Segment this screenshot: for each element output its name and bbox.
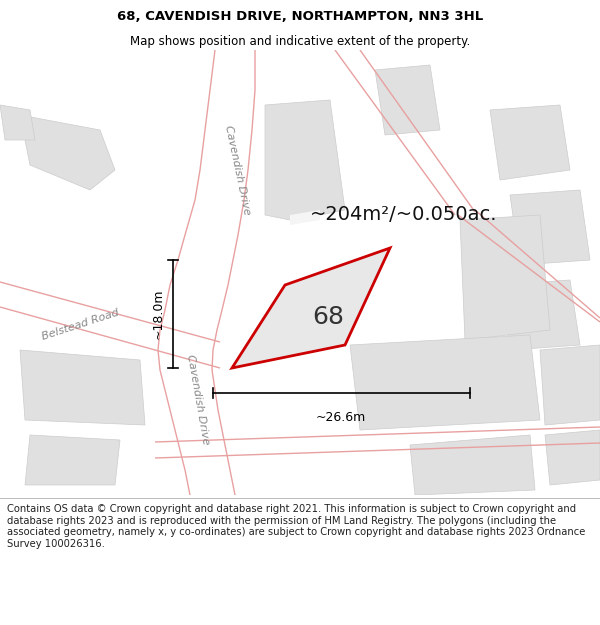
Text: Map shows position and indicative extent of the property.: Map shows position and indicative extent… xyxy=(130,35,470,48)
Polygon shape xyxy=(232,248,390,368)
Polygon shape xyxy=(455,210,600,350)
Polygon shape xyxy=(265,100,345,220)
Polygon shape xyxy=(500,280,580,350)
Polygon shape xyxy=(490,105,570,180)
Polygon shape xyxy=(330,50,460,220)
Text: Contains OS data © Crown copyright and database right 2021. This information is : Contains OS data © Crown copyright and d… xyxy=(7,504,586,549)
Polygon shape xyxy=(20,115,115,190)
Text: 68: 68 xyxy=(312,304,344,329)
Polygon shape xyxy=(460,215,550,340)
Polygon shape xyxy=(410,435,535,495)
Text: Cavendish Drive: Cavendish Drive xyxy=(223,124,251,216)
Polygon shape xyxy=(20,350,145,425)
Polygon shape xyxy=(375,65,440,135)
Polygon shape xyxy=(25,435,120,485)
Polygon shape xyxy=(155,425,600,460)
Polygon shape xyxy=(290,210,320,225)
Text: ~18.0m: ~18.0m xyxy=(152,289,165,339)
Text: Belstead Road: Belstead Road xyxy=(40,308,120,342)
Polygon shape xyxy=(540,345,600,425)
Polygon shape xyxy=(350,335,540,430)
Polygon shape xyxy=(0,105,35,140)
Polygon shape xyxy=(545,430,600,485)
Text: 68, CAVENDISH DRIVE, NORTHAMPTON, NN3 3HL: 68, CAVENDISH DRIVE, NORTHAMPTON, NN3 3H… xyxy=(117,10,483,23)
Polygon shape xyxy=(510,190,590,265)
Polygon shape xyxy=(0,268,240,370)
Text: ~26.6m: ~26.6m xyxy=(316,411,366,424)
Text: ~204m²/~0.050ac.: ~204m²/~0.050ac. xyxy=(310,206,497,224)
Polygon shape xyxy=(158,50,255,495)
Text: Cavendish Drive: Cavendish Drive xyxy=(185,354,211,446)
